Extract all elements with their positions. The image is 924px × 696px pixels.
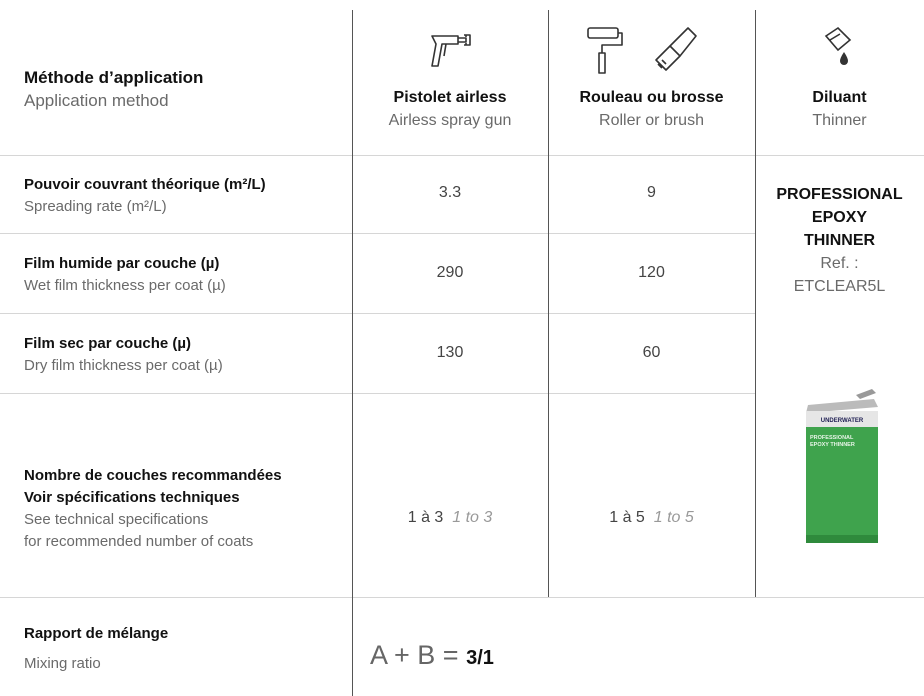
row-label-en: Wet film thickness per coat (µ) [24, 277, 226, 294]
thinner-name: EPOXY [811, 209, 868, 226]
value-fr: 1 à 5 [609, 509, 645, 526]
mixing-label-en: Mixing ratio [24, 655, 101, 672]
row-label-fr: Nombre de couches recommandées [24, 467, 282, 484]
column-title: Rouleau ou brosse [579, 89, 724, 106]
col-line [548, 10, 549, 597]
spray-gun-icon [431, 34, 471, 67]
col-line [352, 10, 353, 696]
row-line [0, 313, 755, 314]
cell-value: 60 [642, 344, 661, 361]
column-title: Pistolet airless [393, 89, 507, 106]
row-label-fr: Film humide par couche (µ) [24, 255, 220, 272]
thinner-can: UNDERWATER PROFESSIONAL EPOXY THINNER [806, 389, 878, 543]
row-label-fr: Voir spécifications techniques [24, 489, 240, 506]
column-title: Diluant [812, 89, 867, 106]
column-subtitle: Thinner [812, 112, 867, 129]
mixing-label-fr: Rapport de mélange [24, 625, 169, 642]
cell-value: 120 [638, 264, 665, 281]
col-line [755, 10, 756, 597]
column-subtitle: Airless spray gun [388, 112, 512, 129]
row-line [0, 233, 755, 234]
cell-value: 9 [647, 184, 656, 201]
cell-value: 1 à 5 1 to 5 [548, 509, 755, 527]
row-label-fr: Film sec par couche (µ) [24, 335, 192, 352]
cell-value: 290 [436, 264, 464, 281]
mixing-value: A + B = 3/1 [370, 640, 494, 671]
row-label-en: Spreading rate (m²/L) [24, 198, 167, 215]
can-label: PROFESSIONAL [810, 435, 854, 441]
mixing-formula: A + B = [370, 640, 459, 670]
cell-value: 3.3 [438, 184, 462, 201]
row-line [0, 393, 755, 394]
row-label-en: Dry film thickness per coat (µ) [24, 357, 223, 374]
thinner-ref: ETCLEAR5L [793, 278, 886, 295]
can-label: EPOXY THINNER [810, 442, 855, 448]
header-label-en: Application method [24, 91, 169, 110]
row-label-en: for recommended number of coats [24, 533, 254, 550]
row-line [0, 155, 924, 156]
can-brand: UNDERWATER [821, 418, 864, 424]
cell-value: 1 à 3 1 to 3 [352, 509, 548, 527]
thinner-name: PROFESSIONAL [776, 186, 903, 203]
value-en: 1 to 5 [653, 509, 694, 526]
value-en: 1 to 3 [452, 509, 493, 526]
roller-brush-icon [587, 27, 697, 74]
thinner-name: THINNER [803, 232, 876, 249]
cell-value: 130 [436, 344, 464, 361]
mixing-ratio: 3/1 [466, 647, 494, 669]
thinner-ref-label: Ref. : [820, 255, 859, 272]
header-label-fr: Méthode d’application [24, 68, 204, 87]
thinner-icon [824, 26, 852, 65]
row-label-en: See technical specifications [24, 511, 209, 528]
row-line [0, 597, 924, 598]
value-fr: 1 à 3 [407, 509, 444, 526]
column-subtitle: Roller or brush [599, 112, 704, 129]
row-label-fr: Pouvoir couvrant théorique (m²/L) [24, 176, 266, 193]
